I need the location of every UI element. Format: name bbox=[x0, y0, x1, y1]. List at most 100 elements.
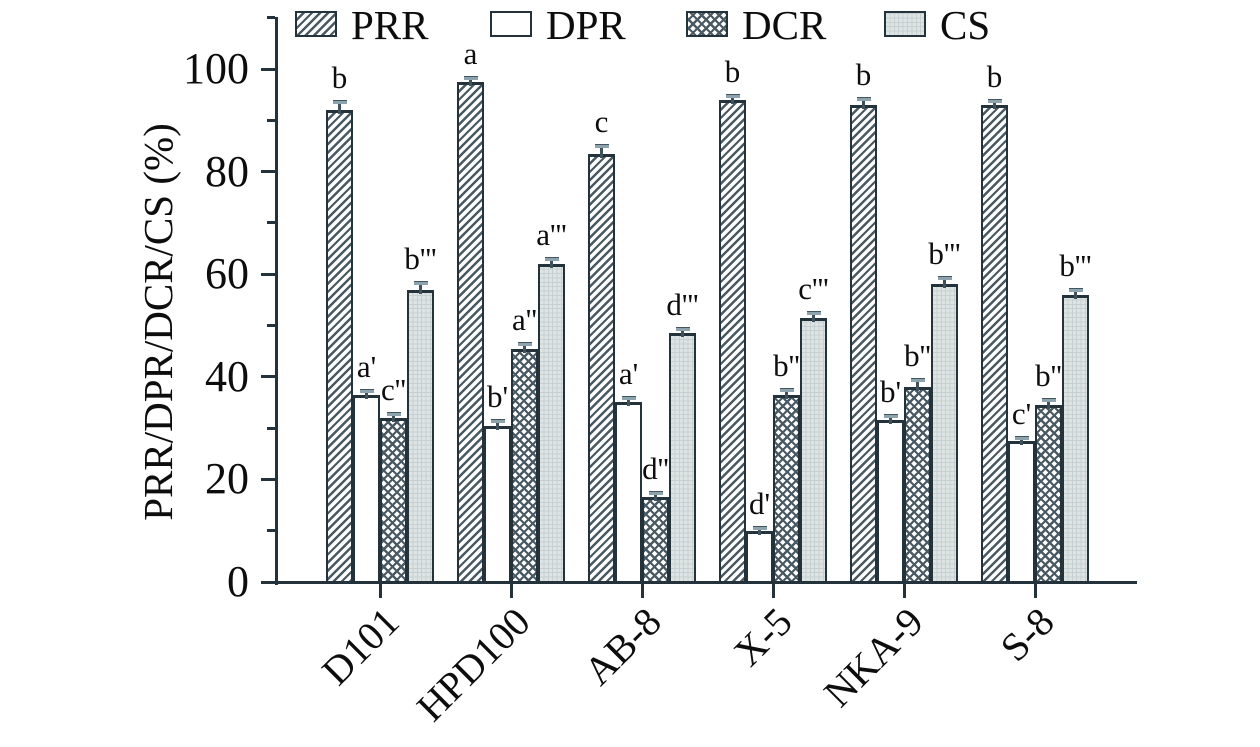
x-axis-line bbox=[275, 581, 1137, 584]
legend-entry-cs: CS bbox=[884, 5, 1064, 46]
error-bar-cap bbox=[752, 526, 767, 531]
x-category-label: AB-8 bbox=[575, 598, 670, 694]
y-major-tick bbox=[261, 580, 275, 584]
error-bar-whisker bbox=[600, 145, 603, 158]
error-bar-cap bbox=[779, 387, 794, 392]
x-category-label: HPD100 bbox=[407, 598, 539, 730]
legend-label-prr: PRR bbox=[351, 2, 429, 48]
significance-label: d''' bbox=[666, 287, 699, 323]
y-major-tick bbox=[261, 477, 275, 481]
error-bar-whisker bbox=[1074, 289, 1077, 299]
error-bar-whisker bbox=[943, 277, 946, 289]
legend-swatch-cs bbox=[884, 11, 926, 37]
y-major-tick bbox=[261, 67, 275, 71]
y-minor-tick bbox=[267, 426, 275, 430]
legend-label-dpr: DPR bbox=[546, 2, 626, 48]
significance-label: a''' bbox=[536, 216, 567, 252]
bar-dcr-s-8 bbox=[1035, 405, 1062, 583]
significance-label: a bbox=[463, 35, 478, 71]
bar-dpr-nka-9 bbox=[877, 420, 904, 583]
y-tick-label: 80 bbox=[205, 146, 249, 196]
error-bar-cap bbox=[987, 98, 1002, 103]
error-bar-whisker bbox=[338, 102, 341, 115]
legend-swatch-dpr bbox=[490, 11, 532, 37]
error-bar-whisker bbox=[812, 312, 815, 322]
error-bar-cap bbox=[386, 411, 401, 416]
error-bar-cap bbox=[413, 281, 428, 286]
error-bar-whisker bbox=[419, 283, 422, 294]
legend-swatch-dcr bbox=[686, 11, 728, 37]
error-bar-whisker bbox=[627, 398, 630, 407]
significance-label: b' bbox=[486, 379, 509, 415]
y-axis-line bbox=[275, 17, 278, 585]
bar-prr-ab-8 bbox=[588, 153, 615, 583]
error-bar-cap bbox=[594, 143, 609, 148]
bar-cs-x-5 bbox=[800, 317, 827, 583]
error-bar-whisker bbox=[1047, 399, 1050, 409]
significance-label: b''' bbox=[1059, 247, 1092, 283]
error-bar-cap bbox=[517, 342, 532, 347]
legend-entry-dpr: DPR bbox=[490, 2, 670, 48]
significance-label: b bbox=[724, 53, 741, 89]
significance-label: c' bbox=[1011, 395, 1032, 431]
error-bar-whisker bbox=[993, 100, 996, 109]
significance-label: c bbox=[594, 103, 609, 139]
error-bar-cap bbox=[1068, 287, 1083, 292]
x-category-label: D101 bbox=[313, 598, 408, 694]
bar-prr-x-5 bbox=[719, 99, 746, 583]
significance-label: b bbox=[331, 60, 348, 96]
y-minor-tick bbox=[267, 118, 275, 122]
significance-label: b' bbox=[879, 374, 902, 410]
error-bar-cap bbox=[675, 327, 690, 332]
significance-label: b bbox=[855, 56, 872, 92]
error-bar-whisker bbox=[916, 380, 919, 392]
bar-cs-ab-8 bbox=[669, 333, 696, 583]
significance-label: c''' bbox=[798, 270, 829, 306]
bar-dcr-x-5 bbox=[773, 394, 800, 583]
significance-label: a'' bbox=[512, 302, 537, 338]
error-bar-cap bbox=[806, 310, 821, 315]
significance-label: b'' bbox=[1035, 357, 1062, 393]
error-bar-cap bbox=[883, 414, 898, 419]
y-tick-label: 100 bbox=[183, 44, 249, 93]
bar-prr-hpd100 bbox=[457, 81, 484, 583]
error-bar-whisker bbox=[785, 389, 788, 399]
bar-dpr-hpd100 bbox=[484, 425, 511, 583]
x-category-label: S-8 bbox=[991, 598, 1063, 670]
x-major-tick bbox=[902, 584, 906, 598]
error-bar-whisker bbox=[889, 416, 892, 425]
legend-entry-prr: PRR bbox=[295, 2, 475, 48]
significance-label: a' bbox=[356, 348, 377, 384]
y-minor-tick bbox=[267, 221, 275, 225]
error-bar-whisker bbox=[550, 258, 553, 268]
error-bar-cap bbox=[937, 275, 952, 280]
significance-label: b'' bbox=[773, 347, 800, 383]
error-bar-cap bbox=[1014, 435, 1029, 440]
y-minor-tick bbox=[267, 529, 275, 533]
y-tick-label: 60 bbox=[205, 249, 249, 299]
y-major-tick bbox=[261, 272, 275, 276]
error-bar-cap bbox=[648, 491, 663, 496]
error-bar-cap bbox=[621, 396, 636, 401]
bar-prr-s-8 bbox=[981, 104, 1008, 583]
error-bar-whisker bbox=[392, 413, 395, 422]
significance-label: a' bbox=[618, 356, 639, 392]
significance-label: b'' bbox=[904, 338, 931, 374]
error-bar-whisker bbox=[1020, 437, 1023, 445]
y-tick-label: 20 bbox=[205, 454, 249, 504]
error-bar-cap bbox=[725, 93, 740, 98]
error-bar-whisker bbox=[523, 344, 526, 353]
error-bar-whisker bbox=[654, 493, 657, 502]
error-bar-cap bbox=[359, 388, 374, 393]
significance-label: d' bbox=[748, 486, 771, 522]
error-bar-cap bbox=[463, 75, 478, 80]
bar-dpr-s-8 bbox=[1008, 440, 1035, 583]
bar-dcr-d101 bbox=[380, 417, 407, 583]
significance-label: b bbox=[986, 58, 1003, 94]
x-major-tick bbox=[640, 584, 644, 598]
error-bar-whisker bbox=[758, 528, 761, 535]
y-tick-label: 40 bbox=[205, 351, 249, 401]
significance-label: b''' bbox=[928, 235, 961, 271]
bar-dpr-x-5 bbox=[746, 530, 773, 583]
